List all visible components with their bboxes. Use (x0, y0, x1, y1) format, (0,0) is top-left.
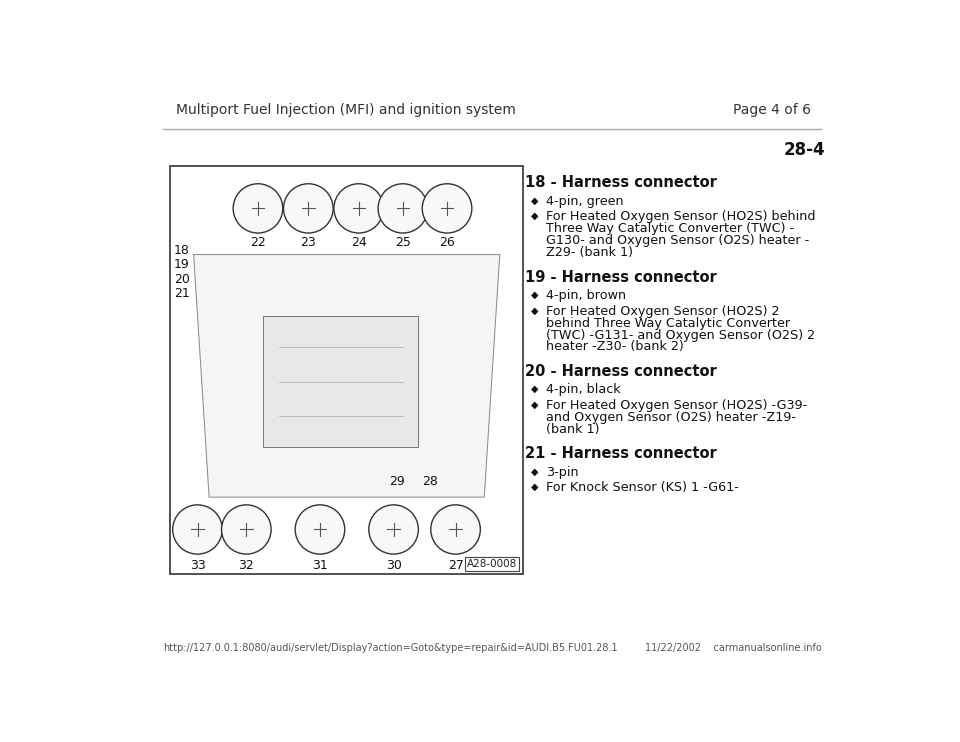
Text: 28-4: 28-4 (783, 142, 826, 160)
Circle shape (295, 505, 345, 554)
Text: ◆: ◆ (531, 306, 539, 315)
Text: 30: 30 (386, 559, 401, 572)
Text: behind Three Way Catalytic Converter: behind Three Way Catalytic Converter (546, 317, 790, 329)
Text: 21 - Harness connector: 21 - Harness connector (524, 447, 716, 462)
Text: 24: 24 (350, 236, 367, 249)
Text: Z29- (bank 1): Z29- (bank 1) (546, 246, 634, 259)
Text: heater -Z30- (bank 2): heater -Z30- (bank 2) (546, 341, 684, 353)
Text: 33: 33 (190, 559, 205, 572)
Circle shape (283, 184, 333, 233)
Text: ◆: ◆ (531, 400, 539, 410)
Text: G130- and Oxygen Sensor (O2S) heater -: G130- and Oxygen Sensor (O2S) heater - (546, 234, 809, 247)
Text: http://127.0.0.1:8080/audi/servlet/Display?action=Goto&type=repair&id=AUDI.B5.FU: http://127.0.0.1:8080/audi/servlet/Displ… (162, 643, 617, 654)
Text: A28-0008: A28-0008 (467, 559, 517, 569)
Bar (465, 557, 519, 571)
Text: 11/22/2002    carmanualsonline.info: 11/22/2002 carmanualsonline.info (644, 643, 822, 654)
Circle shape (334, 184, 383, 233)
Text: 23: 23 (300, 236, 316, 249)
Text: 26: 26 (439, 236, 455, 249)
Text: 4-pin, green: 4-pin, green (546, 194, 624, 208)
Text: (TWC) -G131- and Oxygen Sensor (O2S) 2: (TWC) -G131- and Oxygen Sensor (O2S) 2 (546, 329, 815, 341)
Text: 31: 31 (312, 559, 327, 572)
Text: 3-pin: 3-pin (546, 465, 579, 479)
Text: ◆: ◆ (531, 289, 539, 300)
Text: Three Way Catalytic Converter (TWC) -: Three Way Catalytic Converter (TWC) - (546, 223, 794, 235)
Text: 27: 27 (447, 559, 464, 572)
Circle shape (222, 505, 271, 554)
Text: (bank 1): (bank 1) (546, 423, 600, 436)
Text: ◆: ◆ (531, 384, 539, 394)
Text: 18: 18 (174, 244, 190, 257)
Text: ◆: ◆ (531, 482, 539, 492)
Circle shape (233, 184, 283, 233)
Circle shape (378, 184, 427, 233)
Text: 18 - Harness connector: 18 - Harness connector (524, 175, 716, 190)
Circle shape (173, 505, 223, 554)
Circle shape (422, 184, 472, 233)
Text: 19: 19 (174, 258, 190, 271)
Polygon shape (263, 316, 419, 447)
Text: For Heated Oxygen Sensor (HO2S) -G39-: For Heated Oxygen Sensor (HO2S) -G39- (546, 399, 807, 412)
Text: For Knock Sensor (KS) 1 -G61-: For Knock Sensor (KS) 1 -G61- (546, 482, 739, 494)
Circle shape (431, 505, 480, 554)
Text: For Heated Oxygen Sensor (HO2S) behind: For Heated Oxygen Sensor (HO2S) behind (546, 210, 816, 223)
Text: 20 - Harness connector: 20 - Harness connector (524, 364, 716, 379)
Text: ◆: ◆ (531, 466, 539, 476)
Text: and Oxygen Sensor (O2S) heater -Z19-: and Oxygen Sensor (O2S) heater -Z19- (546, 411, 796, 424)
Text: 20: 20 (174, 273, 190, 286)
Bar (170, 166, 523, 574)
Text: 28: 28 (422, 475, 438, 488)
Text: 4-pin, brown: 4-pin, brown (546, 289, 626, 302)
Text: 25: 25 (395, 236, 411, 249)
Text: 22: 22 (250, 236, 266, 249)
Text: For Heated Oxygen Sensor (HO2S) 2: For Heated Oxygen Sensor (HO2S) 2 (546, 305, 780, 318)
Text: Multiport Fuel Injection (MFI) and ignition system: Multiport Fuel Injection (MFI) and ignit… (176, 103, 516, 117)
Text: 32: 32 (238, 559, 254, 572)
Text: 19 - Harness connector: 19 - Harness connector (524, 269, 716, 285)
Text: ◆: ◆ (531, 211, 539, 221)
Text: 21: 21 (174, 286, 190, 300)
Text: 4-pin, black: 4-pin, black (546, 383, 621, 396)
Text: Page 4 of 6: Page 4 of 6 (733, 103, 811, 117)
Text: 29: 29 (390, 475, 405, 488)
Text: ◆: ◆ (531, 195, 539, 206)
Polygon shape (194, 255, 500, 497)
Circle shape (369, 505, 419, 554)
